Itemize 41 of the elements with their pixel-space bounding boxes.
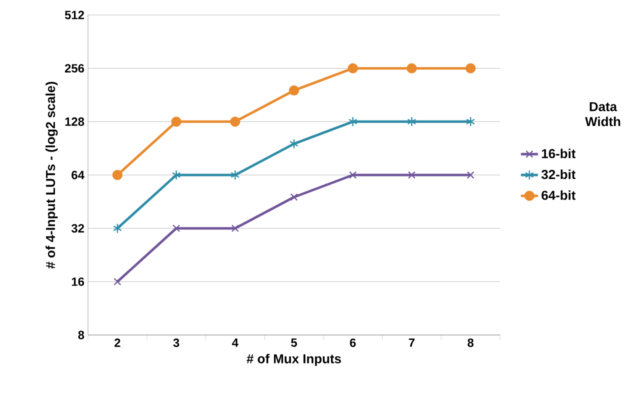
- y-tick-label: 32: [71, 224, 84, 233]
- point: [349, 171, 357, 179]
- point: [407, 116, 416, 127]
- point: [172, 224, 180, 232]
- point: [348, 116, 358, 127]
- x-tick-label: 5: [291, 338, 297, 347]
- point: [290, 193, 298, 201]
- x-tick-label: 7: [408, 338, 415, 347]
- y-tick-label: 8: [78, 330, 84, 340]
- x-axis-title: # of Mux Inputs: [246, 354, 341, 366]
- point: [230, 116, 240, 127]
- legend-label: 32-bit: [541, 170, 576, 180]
- legend-label: 16-bit: [542, 148, 576, 158]
- point: [288, 85, 300, 96]
- point: [171, 116, 182, 127]
- point: [348, 63, 358, 74]
- point: [231, 224, 239, 232]
- point: [114, 278, 122, 286]
- x-tick-label: 3: [173, 338, 180, 348]
- point: [290, 138, 298, 149]
- x-tick-label: 8: [468, 338, 474, 347]
- y-tick-label: 64: [72, 170, 84, 180]
- point: [406, 63, 417, 74]
- point: [408, 171, 416, 179]
- point: [466, 171, 474, 179]
- point: [112, 223, 122, 234]
- y-tick-label: 512: [64, 10, 84, 20]
- x-tick-label: 4: [232, 338, 238, 347]
- y-tick-label: 256: [64, 64, 84, 73]
- point: [112, 170, 123, 180]
- point: [466, 116, 476, 127]
- point: [465, 63, 476, 74]
- y-tick-label: 128: [65, 117, 84, 126]
- legend-title: Data Width: [585, 102, 620, 126]
- x-tick-label: 6: [350, 338, 356, 347]
- y-tick-label: 16: [72, 277, 84, 286]
- legend-label: 64-bit: [542, 190, 576, 200]
- x-tick-label: 2: [114, 338, 120, 347]
- point: [172, 170, 181, 180]
- point: [230, 170, 240, 180]
- y-axis-title: # of 4-Input LUTs - (log2 scale): [46, 82, 58, 269]
